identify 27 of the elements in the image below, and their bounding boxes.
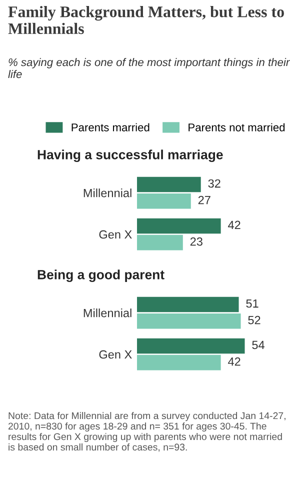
chart-title: Being a good parent [38,270,164,282]
y-tick-label: Gen X [99,230,132,239]
data-label: 27 [198,196,210,204]
legend-label: Parents not married [188,123,285,132]
bar [137,338,245,354]
text: Note: Data for Millennial are from a survey conducted Jan 14-27, 2010, n=830 for ages 18-29 and n= 351 for ages 30-45. The results for Gen X growing up with parents who were not married is based on small number of cases, n=93. [8,412,286,452]
chart-title: Having a successful marriage [38,150,223,162]
bar [137,193,191,209]
bar [137,234,183,250]
data-label: 54 [252,340,264,350]
data-label: 32 [208,179,220,188]
y-tick-label: Millennial [84,308,132,318]
bar [137,354,221,370]
legend-label: Parents married [72,123,150,132]
text: Family Background Matters, but Less to Millennials [8,6,284,34]
bar [137,313,241,329]
y-tick-label: Millennial [84,188,132,198]
bar [137,218,221,234]
data-label: 42 [228,357,240,366]
data-label: 51 [246,299,258,308]
data-label: 42 [228,220,240,230]
y-tick-label: Gen X [99,350,132,359]
text: % saying each is one of the most important things in their life [8,58,290,78]
data-label: 23 [190,237,202,246]
bar [137,296,239,312]
bar [137,176,201,192]
data-label: 52 [248,316,260,324]
